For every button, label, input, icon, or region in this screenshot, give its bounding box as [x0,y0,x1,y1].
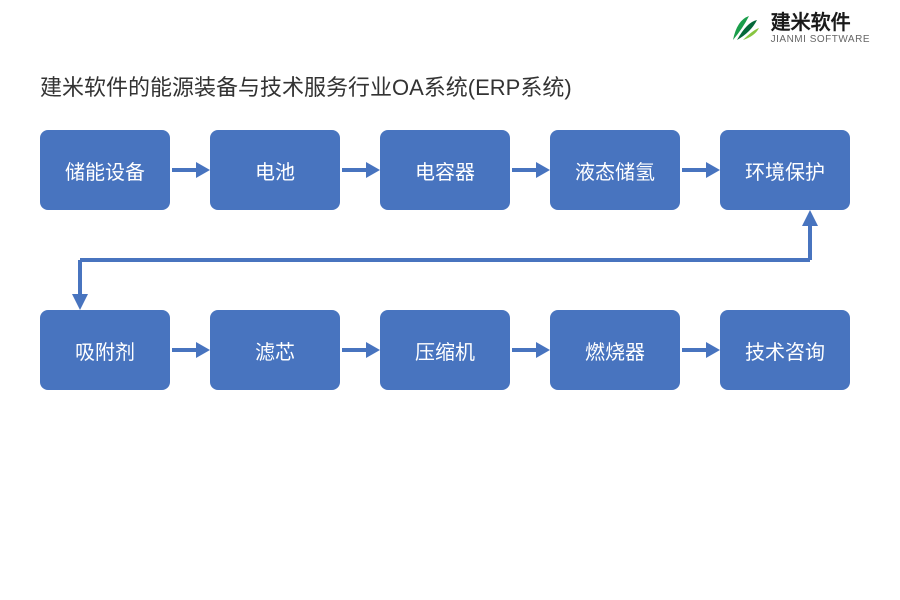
brand-name-en: JIANMI SOFTWARE [771,34,870,45]
node-compressor: 压缩机 [380,310,510,390]
arrow-icon [340,160,380,180]
logo-icon [727,10,763,46]
flowchart: 储能设备 电池 电容器 液态储氢 环境保护 吸附剂 [40,130,860,390]
brand-name-cn: 建米软件 [771,12,870,34]
node-liquid-hydrogen: 液态储氢 [550,130,680,210]
flow-connector [40,210,860,310]
node-capacitor: 电容器 [380,130,510,210]
arrow-icon [680,160,720,180]
arrow-icon [510,160,550,180]
flow-row-1: 储能设备 电池 电容器 液态储氢 环境保护 [40,130,860,210]
arrow-icon [510,340,550,360]
node-battery: 电池 [210,130,340,210]
node-storage-device: 储能设备 [40,130,170,210]
brand-logo-block: 建米软件 JIANMI SOFTWARE [727,10,870,46]
node-adsorbent: 吸附剂 [40,310,170,390]
arrow-icon [170,160,210,180]
arrow-icon [680,340,720,360]
arrow-icon [340,340,380,360]
node-filter: 滤芯 [210,310,340,390]
node-burner: 燃烧器 [550,310,680,390]
arrow-icon [170,340,210,360]
page-title: 建米软件的能源装备与技术服务行业OA系统(ERP系统) [40,70,572,102]
node-env-protection: 环境保护 [720,130,850,210]
node-tech-consult: 技术咨询 [720,310,850,390]
flow-row-2: 吸附剂 滤芯 压缩机 燃烧器 技术咨询 [40,310,860,390]
